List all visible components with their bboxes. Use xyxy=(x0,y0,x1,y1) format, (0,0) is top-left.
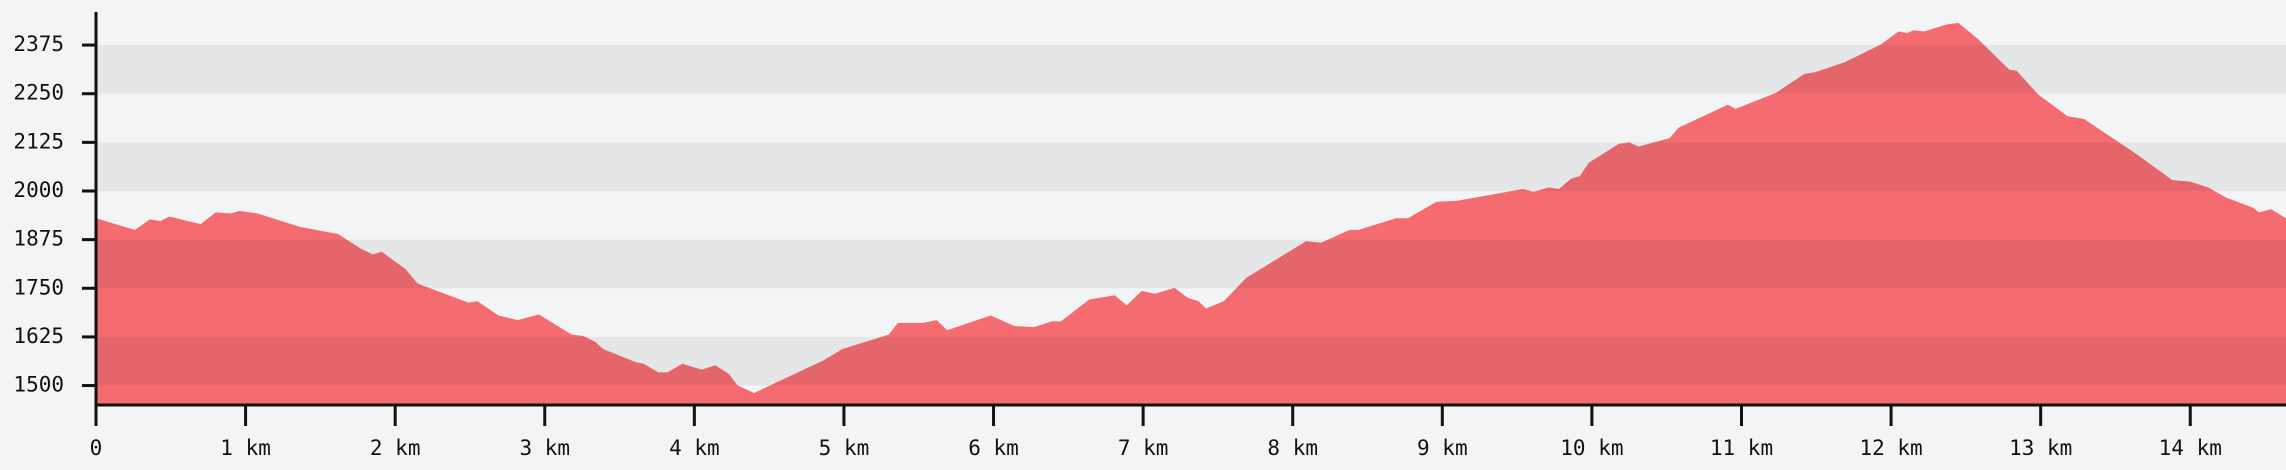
x-tick-label: 13 km xyxy=(2009,436,2072,460)
x-tick-label: 1 km xyxy=(220,436,271,460)
x-tick-label: 4 km xyxy=(669,436,720,460)
y-tick-label: 1500 xyxy=(13,373,64,397)
y-tick-label: 2250 xyxy=(13,81,64,105)
x-tick-label: 0 xyxy=(90,436,103,460)
y-tick-label: 2125 xyxy=(13,129,64,153)
grid-band xyxy=(96,142,2286,191)
x-tick-label: 5 km xyxy=(819,436,870,460)
x-tick-label: 6 km xyxy=(968,436,1019,460)
y-tick-label: 1625 xyxy=(13,324,64,348)
x-tick-label: 10 km xyxy=(1560,436,1623,460)
x-tick-label: 7 km xyxy=(1118,436,1169,460)
x-tick-label: 12 km xyxy=(1859,436,1922,460)
grid-band xyxy=(96,45,2286,94)
x-tick-label: 3 km xyxy=(519,436,570,460)
x-tick-label: 14 km xyxy=(2159,436,2222,460)
y-tick-label: 2000 xyxy=(13,178,64,202)
x-tick-label: 9 km xyxy=(1417,436,1468,460)
y-tick-label: 1750 xyxy=(13,275,64,299)
x-tick-label: 8 km xyxy=(1267,436,1318,460)
y-tick-label: 1875 xyxy=(13,227,64,251)
x-tick-label: 11 km xyxy=(1710,436,1773,460)
elevation-area xyxy=(96,22,2286,405)
y-tick-label: 2375 xyxy=(13,32,64,56)
grid-band xyxy=(96,336,2286,386)
grid-band xyxy=(96,239,2286,289)
x-tick-label: 2 km xyxy=(370,436,421,460)
